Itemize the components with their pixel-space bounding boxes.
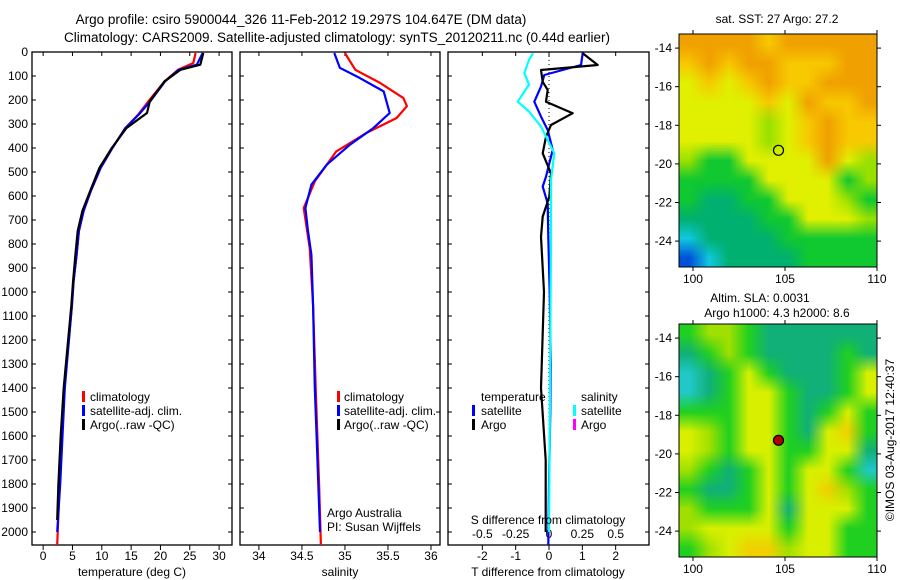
sla-map-title-1: Altim. SLA: 0.0031 (710, 291, 810, 305)
legend-label: Argo (481, 418, 507, 432)
legend-swatch-s-argo (573, 419, 576, 430)
depth-tick-label: 1600 (1, 429, 28, 443)
series-line-satellite-adj-clim- (304, 52, 391, 533)
depth-tick-label: 600 (8, 189, 28, 203)
series-line-argo-raw-qc- (56, 52, 205, 521)
x-tick-label: 35.5 (376, 549, 400, 563)
sla-map-image (679, 324, 877, 557)
legend-swatch-satellite (337, 405, 340, 416)
x-tick-label: 10 (95, 549, 109, 563)
plot-frame (239, 51, 441, 546)
legend-swatch-satellite (82, 405, 85, 416)
x-tick-label: -2 (477, 549, 488, 563)
x-tick-label: 34 (252, 549, 266, 563)
legend-label: climatology (90, 390, 150, 404)
legend-swatch-climatology (337, 391, 340, 402)
legend-swatch-argo (82, 419, 85, 430)
series-line-s-satellite (516, 52, 556, 533)
x-tick-label: 35 (338, 549, 352, 563)
plot-frame (31, 51, 233, 546)
series-line-t-argo (539, 52, 599, 532)
legend-swatch-climatology (82, 391, 85, 402)
depth-tick-label: 100 (8, 69, 28, 83)
profile-panels: 0100200300400500600700800900100011001200… (1, 45, 650, 563)
depth-tick-label: 1400 (1, 381, 28, 395)
s-tick-label: 0.5 (607, 527, 624, 541)
x-tick-label: -1 (510, 549, 521, 563)
legend-title-temperature: temperature (481, 390, 546, 404)
depth-tick-label: 400 (8, 141, 28, 155)
x-tick-label: 25 (183, 549, 197, 563)
depth-tick-label: 1100 (2, 309, 28, 323)
x-tick-label: 0 (546, 549, 553, 563)
depth-tick-label: 2000 (1, 525, 28, 539)
x-tick-label: 0 (40, 549, 47, 563)
sst-map-title: sat. SST: 27 Argo: 27.2 (716, 12, 839, 26)
series-line-climatology (302, 52, 408, 546)
argo-australia-label: Argo Australia (327, 506, 402, 520)
legend-label: climatology (344, 390, 404, 404)
x-tick-label: 20 (154, 549, 168, 563)
s-tick-label: -0.5 (472, 527, 493, 541)
x-tick-label: 1 (579, 549, 586, 563)
salinity-axis-label: salinity (322, 565, 359, 579)
depth-tick-label: 0 (21, 45, 28, 59)
depth-tick-label: 900 (8, 261, 28, 275)
figure-title-line1: Argo profile: csiro 5900044_326 11-Feb-2… (76, 12, 527, 27)
legend-swatch-argo (337, 419, 340, 430)
x-tick-label: 36 (424, 549, 438, 563)
legend-swatch-t-satellite (472, 405, 475, 416)
t-difference-axis-label: T difference from climatology (471, 565, 625, 579)
legend-label: Argo (581, 418, 607, 432)
legend-title-salinity: salinity (581, 390, 618, 404)
legend-label: satellite-adj. clim. (90, 404, 182, 418)
sla-map-title-2: Argo h1000: 4.3 h2000: 8.6 (704, 306, 850, 320)
s-tick-label: -0.25 (502, 527, 530, 541)
legend-swatch-s-satellite (573, 405, 576, 416)
s-difference-axis-label: S difference from climatology (471, 513, 626, 527)
difference-panel: -2 -1 0 1 2-0.5 -0.25 0 0.25 0.5 (447, 51, 650, 563)
s-tick-label: 0.25 (571, 527, 595, 541)
depth-tick-label: 1300 (1, 357, 28, 371)
depth-tick-label: 500 (8, 165, 28, 179)
depth-tick-label: 1200 (1, 333, 28, 347)
depth-tick-label: 1500 (1, 405, 28, 419)
legend-label: satellite-adj. clim. (344, 404, 436, 418)
x-tick-label: 34.5 (290, 549, 314, 563)
x-tick-label: 2 (612, 549, 619, 563)
depth-tick-label: 1000 (1, 285, 28, 299)
depth-tick-label: 200 (8, 93, 28, 107)
x-tick-label: 15 (124, 549, 138, 563)
pi-label: PI: Susan Wijffels (327, 520, 421, 534)
depth-tick-label: 800 (8, 237, 28, 251)
depth-tick-label: 1900 (1, 501, 28, 515)
depth-tick-label: 1800 (1, 477, 28, 491)
temperature-legend: climatology satellite-adj. clim. Argo(..… (82, 390, 182, 432)
depth-tick-label: 1700 (1, 453, 28, 467)
depth-tick-label: 300 (8, 117, 28, 131)
x-tick-label: 5 (69, 549, 76, 563)
legend-label: satellite (481, 404, 522, 418)
salinity-panel: 34 34.5 35 35.5 36 (239, 51, 441, 563)
depth-tick-label: 700 (8, 213, 28, 227)
sst-map-image (679, 34, 877, 267)
legend-swatch-t-argo (472, 419, 475, 430)
x-tick-label: 30 (212, 549, 226, 563)
legend-label: Argo(..raw -QC) (90, 418, 175, 432)
temperature-axis-label: temperature (deg C) (78, 565, 186, 579)
temperature-panel: 0100200300400500600700800900100011001200… (1, 45, 233, 563)
legend-label: satellite (581, 404, 622, 418)
legend-label: Argo(..raw -QC) (344, 418, 429, 432)
salinity-legend: climatology satellite-adj. clim. Argo(..… (327, 390, 436, 534)
imos-credit: ©IMOS 03-Aug-2017 12:40:37 (883, 359, 897, 522)
figure-title-line2: Climatology: CARS2009. Satellite-adjuste… (64, 30, 610, 45)
difference-legend: temperature satellite Argo salinity sate… (472, 390, 622, 432)
